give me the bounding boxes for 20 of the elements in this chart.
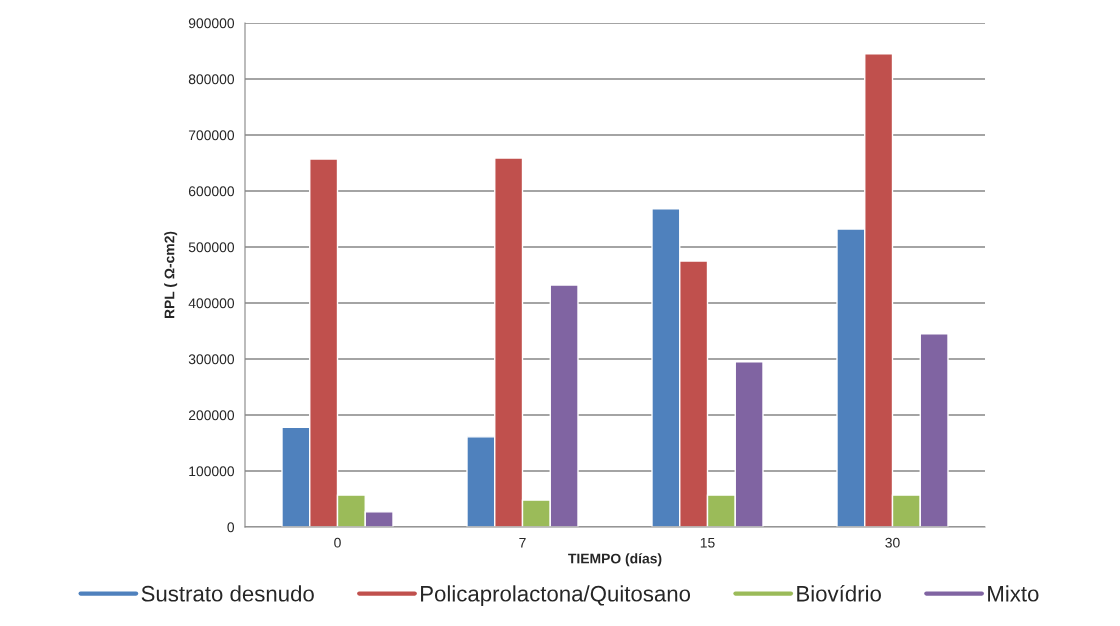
y-tick-label: 200000 (188, 410, 235, 421)
y-tick-label: 400000 (188, 298, 235, 309)
y-tick-label: 500000 (188, 242, 235, 253)
x-axis-title: TIEMPO (días) (568, 553, 662, 567)
y-tick-label: 900000 (188, 18, 235, 29)
x-tick-label: 0 (334, 537, 341, 548)
x-tick-label: 7 (519, 537, 526, 548)
x-tick-label: 30 (885, 537, 900, 548)
legend-label: Biovídrio (797, 585, 881, 602)
x-tick-label: 15 (700, 537, 715, 548)
y-tick-label: 100000 (189, 466, 235, 477)
y-tick-label: 700000 (188, 130, 235, 141)
legend-label: Mixto (988, 585, 1039, 602)
y-tick-label: 800000 (188, 74, 235, 85)
legend-label: Policaprolactona/Quitosano (421, 585, 691, 606)
y-tick-label: 0 (227, 522, 235, 533)
y-axis-title: RPL ( Ω-cm2) (164, 231, 178, 319)
y-tick-label: 300000 (188, 354, 235, 365)
y-tick-label: 600000 (188, 186, 235, 197)
legend-label: Sustrato desnudo (141, 585, 314, 602)
